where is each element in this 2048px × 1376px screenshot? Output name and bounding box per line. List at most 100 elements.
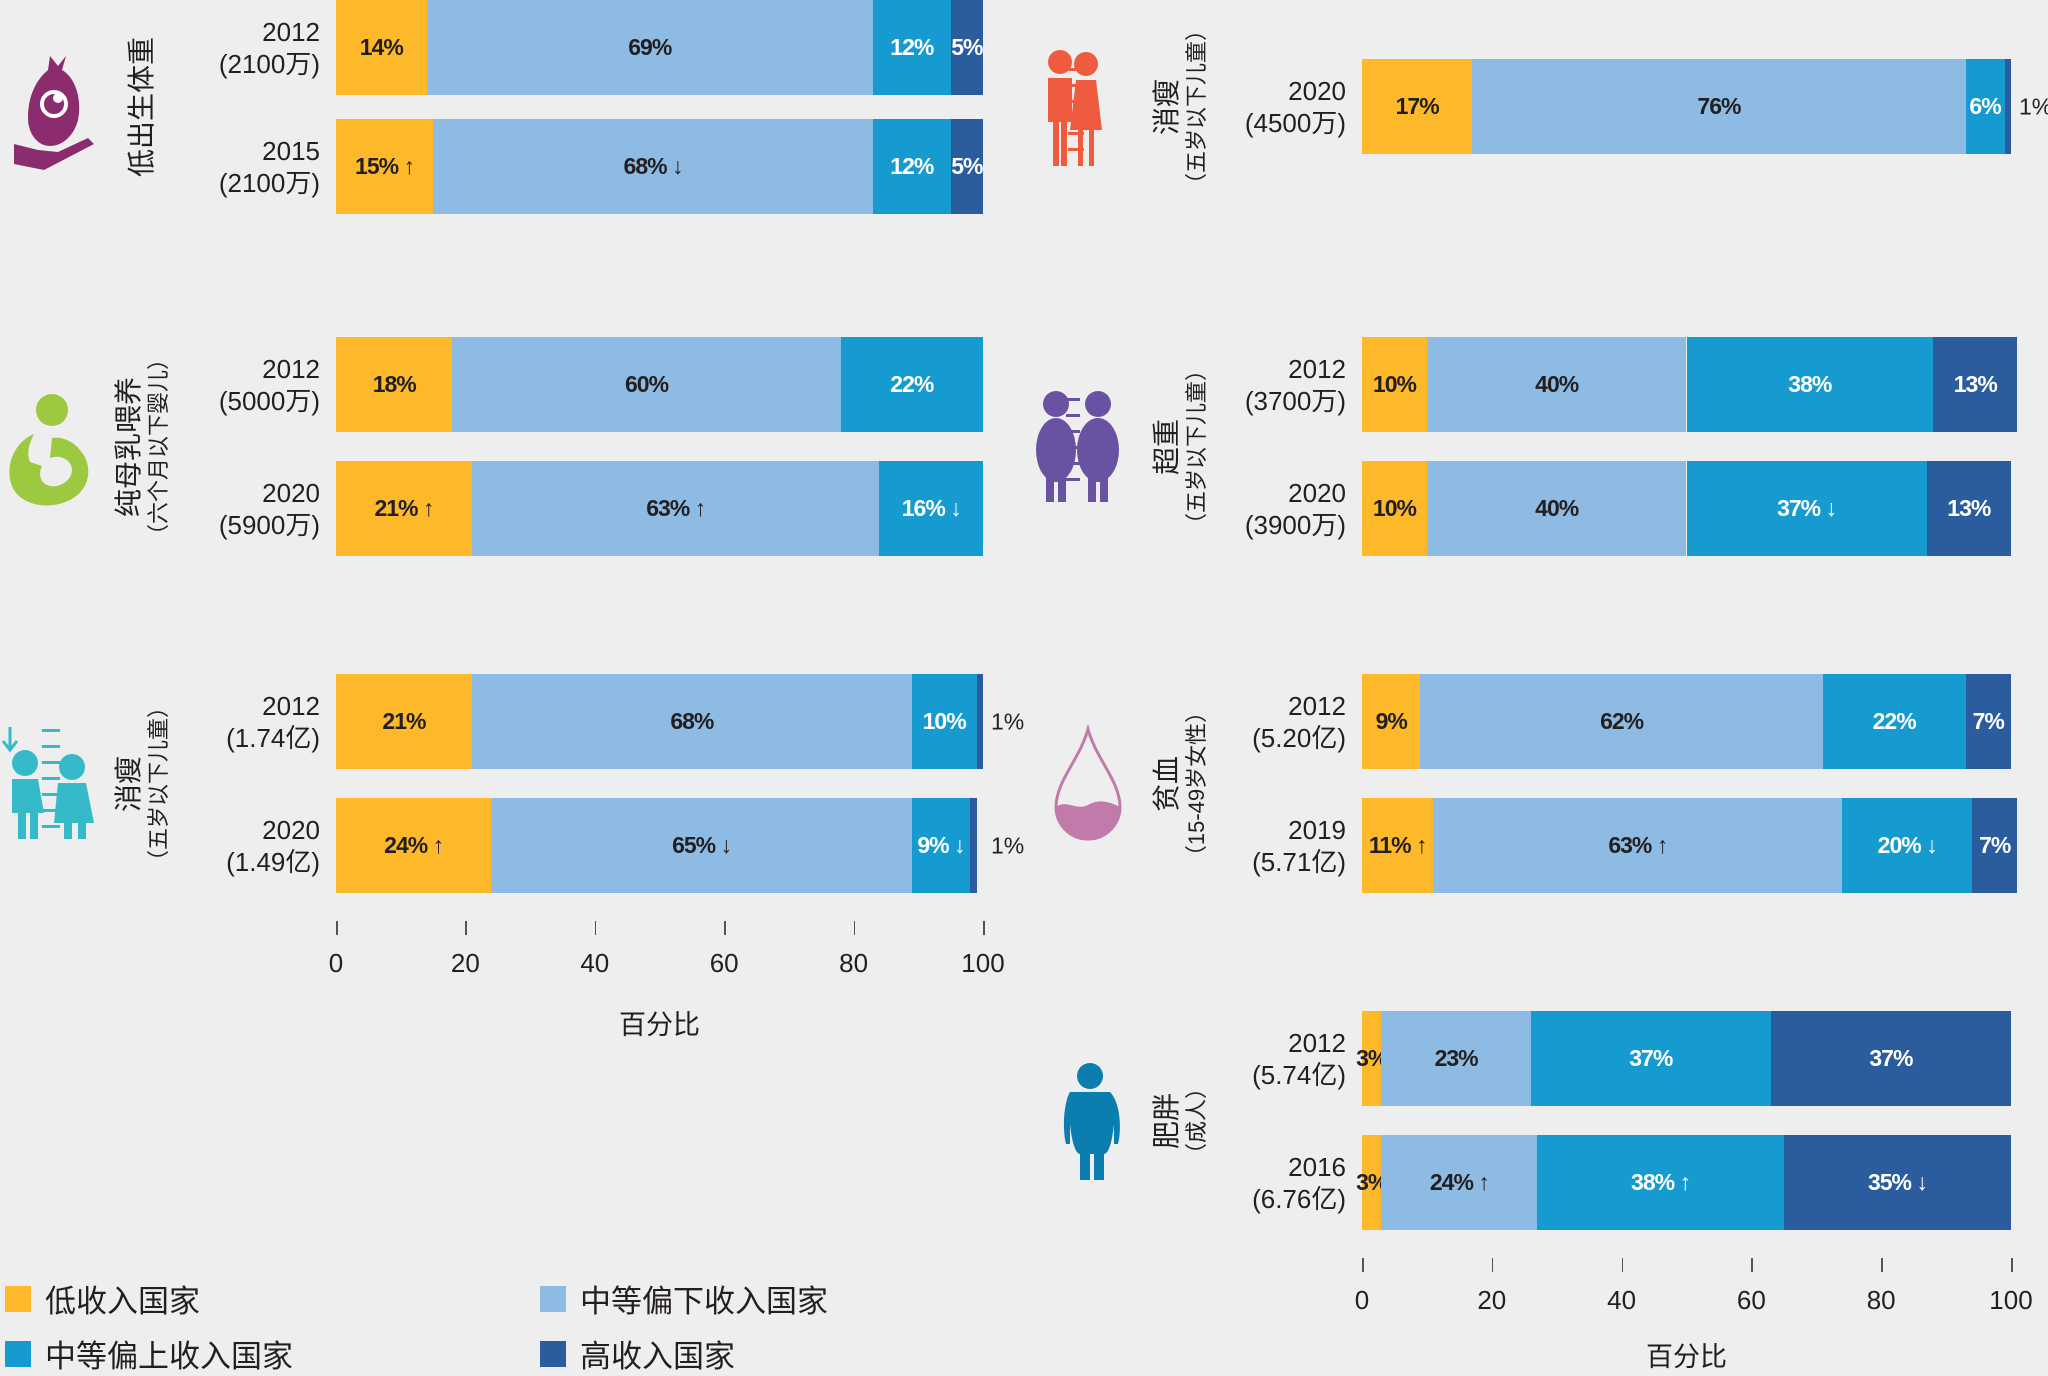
data-label: 10% [1372,371,1417,397]
data-label: 37% [1629,1045,1673,1071]
data-label: 5% [951,153,983,179]
bar-segment-lower-middle: 40% [1426,337,1687,432]
category-subtitle: （五岁以下儿童） [146,695,171,872]
x-tick-label: 20 [1477,1285,1507,1315]
bar-segment-lower-middle: 68% ↓ [433,119,873,214]
x-tick-label: 80 [1866,1285,1896,1315]
bar-segment-lower-middle: 40% [1426,461,1687,556]
stacked-bar: 24% ↑ 65% ↓ 9% ↓ 1% [336,798,1024,893]
obese-adult-icon [1063,1063,1120,1180]
bar-segment-high [970,798,977,893]
data-label: 68% ↓ [623,153,684,179]
bar-segment-low: 17% [1362,59,1473,154]
x-tick [594,921,597,935]
category-label: 消瘦 （五岁以下儿童） [1150,18,1210,194]
row-year: 2020 [1288,478,1346,508]
x-tick [1621,1258,1624,1272]
data-label: 38% ↑ [1631,1169,1691,1195]
legend-swatch [540,1340,566,1367]
thin-children-icon [1048,50,1102,166]
bar-segment-upper-middle: 12% [873,0,951,95]
legend-item-lower-middle: 中等偏下收入国家 [540,1276,828,1321]
x-tick-label: 60 [1736,1285,1766,1315]
row-label: 2020 (5900万) [180,477,320,541]
data-label: 40% [1535,495,1579,521]
data-label: 35% ↓ [1867,1169,1928,1195]
bar-segment-lower-middle: 24% ↑ [1381,1135,1538,1230]
data-label: 21% ↑ [374,495,434,521]
row-label: 2015 (2100万) [180,135,320,199]
bar-segment-low: 21% [336,674,472,769]
stacked-bar: 3% 24% ↑ 38% ↑ 35% ↓ [1356,1135,2011,1230]
data-label: 16% ↓ [901,495,962,521]
category-label: 低出生体重 [125,37,159,177]
bar-segment-low: 21% ↑ [336,461,472,556]
row-label: 2012 (5.20亿) [1206,690,1346,754]
bar-segment-upper-middle: 12% [873,119,951,214]
breastfeeding-icon [9,394,89,506]
data-label: 37% ↓ [1777,495,1837,521]
x-tick-label: 0 [1354,1285,1370,1315]
row-label: 2012 (5.74亿) [1206,1027,1346,1091]
x-tick [983,921,985,935]
x-tick [1362,1258,1364,1272]
data-label: 5% [951,34,983,60]
data-label: 65% ↓ [672,832,732,858]
data-label: 24% ↑ [384,832,444,858]
row-count: (5000万) [218,386,320,416]
data-label: 12% [890,153,934,179]
x-tick [1751,1258,1753,1272]
stacked-bar: 17% 76% 6% 1% [1362,59,2048,154]
x-tick [1881,1258,1883,1272]
data-label: 37% [1869,1045,1913,1071]
legend-label: 低收入国家 [45,1284,200,1319]
row-label: 2012 (2100万) [180,16,320,80]
data-label: 7% [1972,708,2005,734]
legend-label: 中等偏下收入国家 [580,1284,828,1319]
data-label: 24% ↑ [1429,1169,1490,1195]
x-tick-label: 100 [961,948,1005,978]
row-count: (2100万) [218,49,320,79]
stacked-bar: 9% 62% 22% 7% [1362,674,2011,769]
data-label: 9% [1375,708,1408,734]
x-tick-label: 80 [839,948,869,978]
bar-segment-high: 13% [1933,337,2018,432]
bar-segment-low: 3% [1356,1135,1388,1230]
x-tick-label: 100 [1989,1285,2033,1315]
blood-drop-icon [1054,725,1122,841]
bar-segment-low: 15% ↑ [336,119,434,214]
bar-segment-low: 24% ↑ [336,798,492,893]
overweight-children-icon [1036,391,1119,502]
bar-segment-high: 13% [1926,461,2011,556]
category-label: 肥胖 （成人） [1150,1076,1210,1164]
bar-segment-lower-middle: 63% ↑ [1433,798,1843,893]
data-label: 1% [991,708,1025,734]
baby-in-hand-icon [14,56,94,170]
row-label: 2020 (4500万) [1206,75,1346,139]
x-tick [724,921,726,935]
data-label: 10% [922,708,967,734]
bar-segment-upper-middle: 22% [840,337,983,432]
data-label: 69% [628,34,672,60]
row-year: 2020 [262,478,320,508]
category-title: 低出生体重 [126,36,157,178]
x-tick [2011,1258,2013,1272]
bar-segment-upper-middle: 38% [1686,337,1934,432]
data-label: 14% [359,34,404,60]
bar-segment-low: 10% [1362,337,1427,432]
row-label: 2020 (1.49亿) [180,814,320,878]
category-subtitle: （六个月以下婴儿） [146,347,171,546]
stacked-bar: 10% 40% 37% ↓ 13% [1362,461,2011,556]
stacked-bar: 3% 23% 37% 37% [1356,1011,2011,1106]
category-title: 超重 [1151,418,1182,475]
bar-segment-high: 37% [1770,1011,2011,1106]
row-count: (3700万) [1244,386,1346,416]
data-label: 63% ↑ [646,495,706,521]
category-title: 消瘦 [1151,78,1182,135]
legend-label: 中等偏上收入国家 [45,1339,293,1374]
x-tick-label: 0 [328,948,344,978]
x-tick-label: 20 [450,948,480,978]
row-year: 2012 [1288,691,1346,721]
bar-segment-high [2004,59,2011,154]
bar-segment-upper-middle: 22% [1822,674,1966,769]
